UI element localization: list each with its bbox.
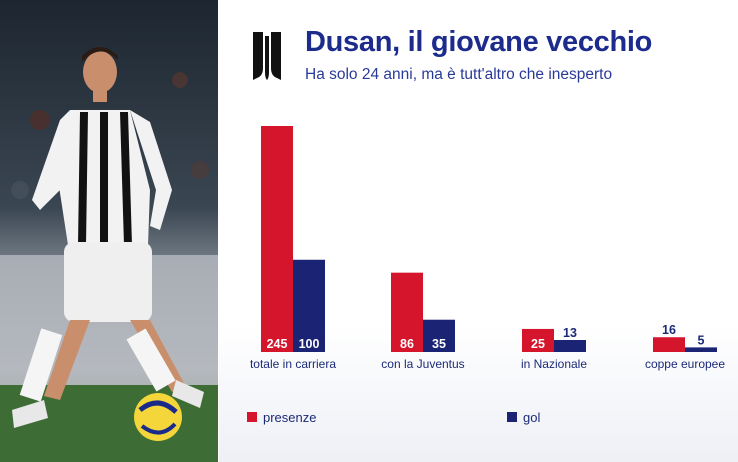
category-label-totale-in-carriera: totale in carriera bbox=[250, 357, 336, 371]
bar-gol-con-la-juventus bbox=[423, 319, 455, 352]
value-label-gol-totale-in-carriera: 100 bbox=[299, 337, 320, 351]
value-label-presenze-totale-in-carriera: 245 bbox=[267, 337, 288, 351]
bar-chart: 245 100 totale in carriera 86 35 con la Juven… bbox=[247, 126, 725, 425]
chart-panel: Dusan, il giovane vecchio Ha solo 24 ann… bbox=[219, 0, 738, 462]
juventus-logo-icon bbox=[253, 32, 281, 80]
bar-presenze-totale-in-carriera bbox=[261, 126, 293, 352]
legend-label-presenze: presenze bbox=[263, 410, 316, 425]
bar-gol-coppe-europee bbox=[685, 347, 717, 352]
category-label-coppe-europee: coppe europee bbox=[645, 357, 725, 371]
player-photo bbox=[0, 0, 218, 462]
category-label-con-la-juventus: con la Juventus bbox=[381, 357, 464, 371]
bar-gol-totale-in-carriera bbox=[293, 259, 325, 352]
value-label-presenze-con-la-juventus: 86 bbox=[400, 337, 414, 351]
chart-title: Dusan, il giovane vecchio bbox=[305, 26, 653, 58]
category-label-in-nazionale: in Nazionale bbox=[521, 357, 587, 371]
value-label-gol-coppe-europee: 5 bbox=[698, 333, 705, 347]
value-label-presenze-in-nazionale: 25 bbox=[531, 337, 545, 351]
legend-swatch-presenze bbox=[247, 412, 257, 422]
bar-presenze-con-la-juventus bbox=[391, 272, 423, 352]
bar-presenze-in-nazionale bbox=[522, 328, 554, 352]
value-label-gol-con-la-juventus: 35 bbox=[432, 337, 446, 351]
value-label-gol-in-nazionale: 13 bbox=[563, 326, 577, 340]
bar-gol-in-nazionale bbox=[554, 340, 586, 352]
value-label-presenze-coppe-europee: 16 bbox=[662, 323, 676, 337]
legend-label-gol: gol bbox=[523, 410, 540, 425]
legend-swatch-gol bbox=[507, 412, 517, 422]
bar-presenze-coppe-europee bbox=[653, 337, 685, 352]
chart-subtitle: Ha solo 24 anni, ma è tutt'altro che ine… bbox=[305, 66, 613, 83]
